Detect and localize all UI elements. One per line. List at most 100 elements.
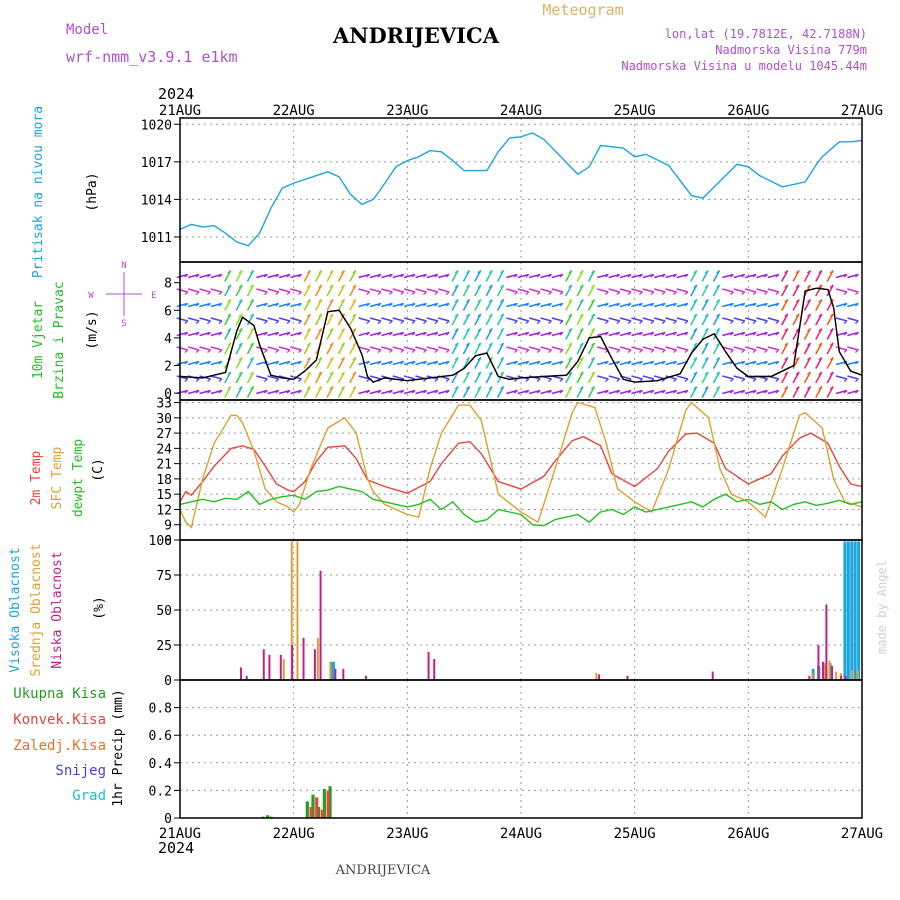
wind-arrow [576,299,584,311]
wind-arrow [608,302,620,308]
wind-arrow-head [684,291,689,295]
wind-arrow [358,331,370,337]
wind-arrow [565,357,573,369]
panel-grid [180,680,862,819]
wind-arrow [369,273,382,279]
wind-arrow-head [775,361,780,365]
wind-arrow [278,273,291,279]
wind-arrow [381,331,393,337]
precip-legend-label: Konvek.Kisa [13,712,106,728]
wind-arrow [701,342,709,355]
wind-arrow-head [488,270,493,274]
wind-arrow-head [341,371,345,375]
wind-arrow-head [250,357,254,361]
wind-arrow [653,273,666,279]
wind-arrow-head [488,342,493,346]
wind-arrow [415,331,427,337]
wind-arrow [587,371,596,384]
wind-arrow [290,302,302,308]
compass-label: E [151,291,156,301]
bar-mark [328,786,332,818]
wind-arrow-head [477,342,482,346]
wind-arrow [349,386,357,398]
y-tick-label: 50 [156,604,172,619]
elevation: Nadmorska Visina 779m [715,43,867,57]
wind-arrow-head [704,386,709,390]
wind-arrow-head [238,357,243,361]
wind-arrow [756,389,768,395]
wind-arrow-head [298,378,302,382]
wind-arrow-head [818,357,823,361]
wind-arrow [517,288,529,293]
wind-arrow-head [329,357,334,361]
wind-arrow [314,299,323,311]
wind-arrow-head [673,320,677,324]
wind-arrow [176,288,188,293]
wind-arrow [631,346,643,351]
wind-arrow [314,313,323,326]
wind-arrow-head [684,274,689,278]
wind-arrow [369,360,382,366]
wind-arrow [210,375,223,380]
wind-arrow-head [673,390,677,394]
wind-arrow-head [525,332,530,336]
x-tick-label-bottom: 24AUG [500,826,542,842]
wind-arrow [587,386,596,398]
wind-arrow-head [388,390,393,394]
wind-arrow [835,346,848,351]
wind-arrow [576,313,584,326]
wind-arrow [314,328,323,340]
wind-arrow-head [227,342,232,346]
wind-arrow-head [454,328,459,332]
wind-arrow [653,331,666,337]
wind-arrow [551,317,564,322]
wind-arrow [756,288,768,293]
y-tick-label: 21 [156,458,172,473]
y-tick-label: 30 [156,412,172,427]
wind-arrow [847,331,859,337]
wind-arrow-head [559,361,564,365]
wind-arrow-head [329,299,334,303]
wind-arrow [653,302,666,308]
wind-arrow [303,357,312,369]
wind-arrow-head [795,299,800,303]
wind-arrow [210,331,223,337]
wind-arrow [451,328,459,340]
wind-arrow-head [693,386,698,390]
wind-arrow [576,284,584,297]
wind-arrow [235,284,243,297]
wind-arrow [246,284,255,297]
wind-arrow [358,273,370,279]
wind-arrow [690,386,698,398]
wind-arrow-head [855,361,859,365]
wind-arrow-head [616,378,621,382]
wind-arrow-head [673,332,677,336]
wind-arrow [314,386,323,398]
wind-arrow [337,357,346,369]
wind-arrow [803,299,812,311]
wind-arrow [392,288,404,293]
wind-arrow-head [434,378,439,382]
wind-arrow [451,299,459,311]
wind-arrow [587,284,596,297]
wind-arrow-head [604,303,609,307]
wind-arrow-head [616,274,621,278]
wind-arrow [267,288,279,293]
wind-arrow [278,360,291,366]
wind-arrow [701,299,709,311]
wind-arrow-head [548,349,552,353]
wind-arrow [415,389,427,395]
wind-arrow-head [263,378,268,382]
wind-arrow [631,375,643,380]
wind-arrow [246,270,255,282]
wind-arrow-head [604,274,609,278]
wind-arrow [608,331,620,337]
wind-arrow-head [741,349,746,353]
wind-arrow-head [764,361,768,365]
bar-mark [317,806,321,818]
wind-arrow [474,371,482,384]
wind-arrow-head [388,320,393,324]
wind-arrow [496,328,505,340]
wind-arrow-head [795,328,800,332]
